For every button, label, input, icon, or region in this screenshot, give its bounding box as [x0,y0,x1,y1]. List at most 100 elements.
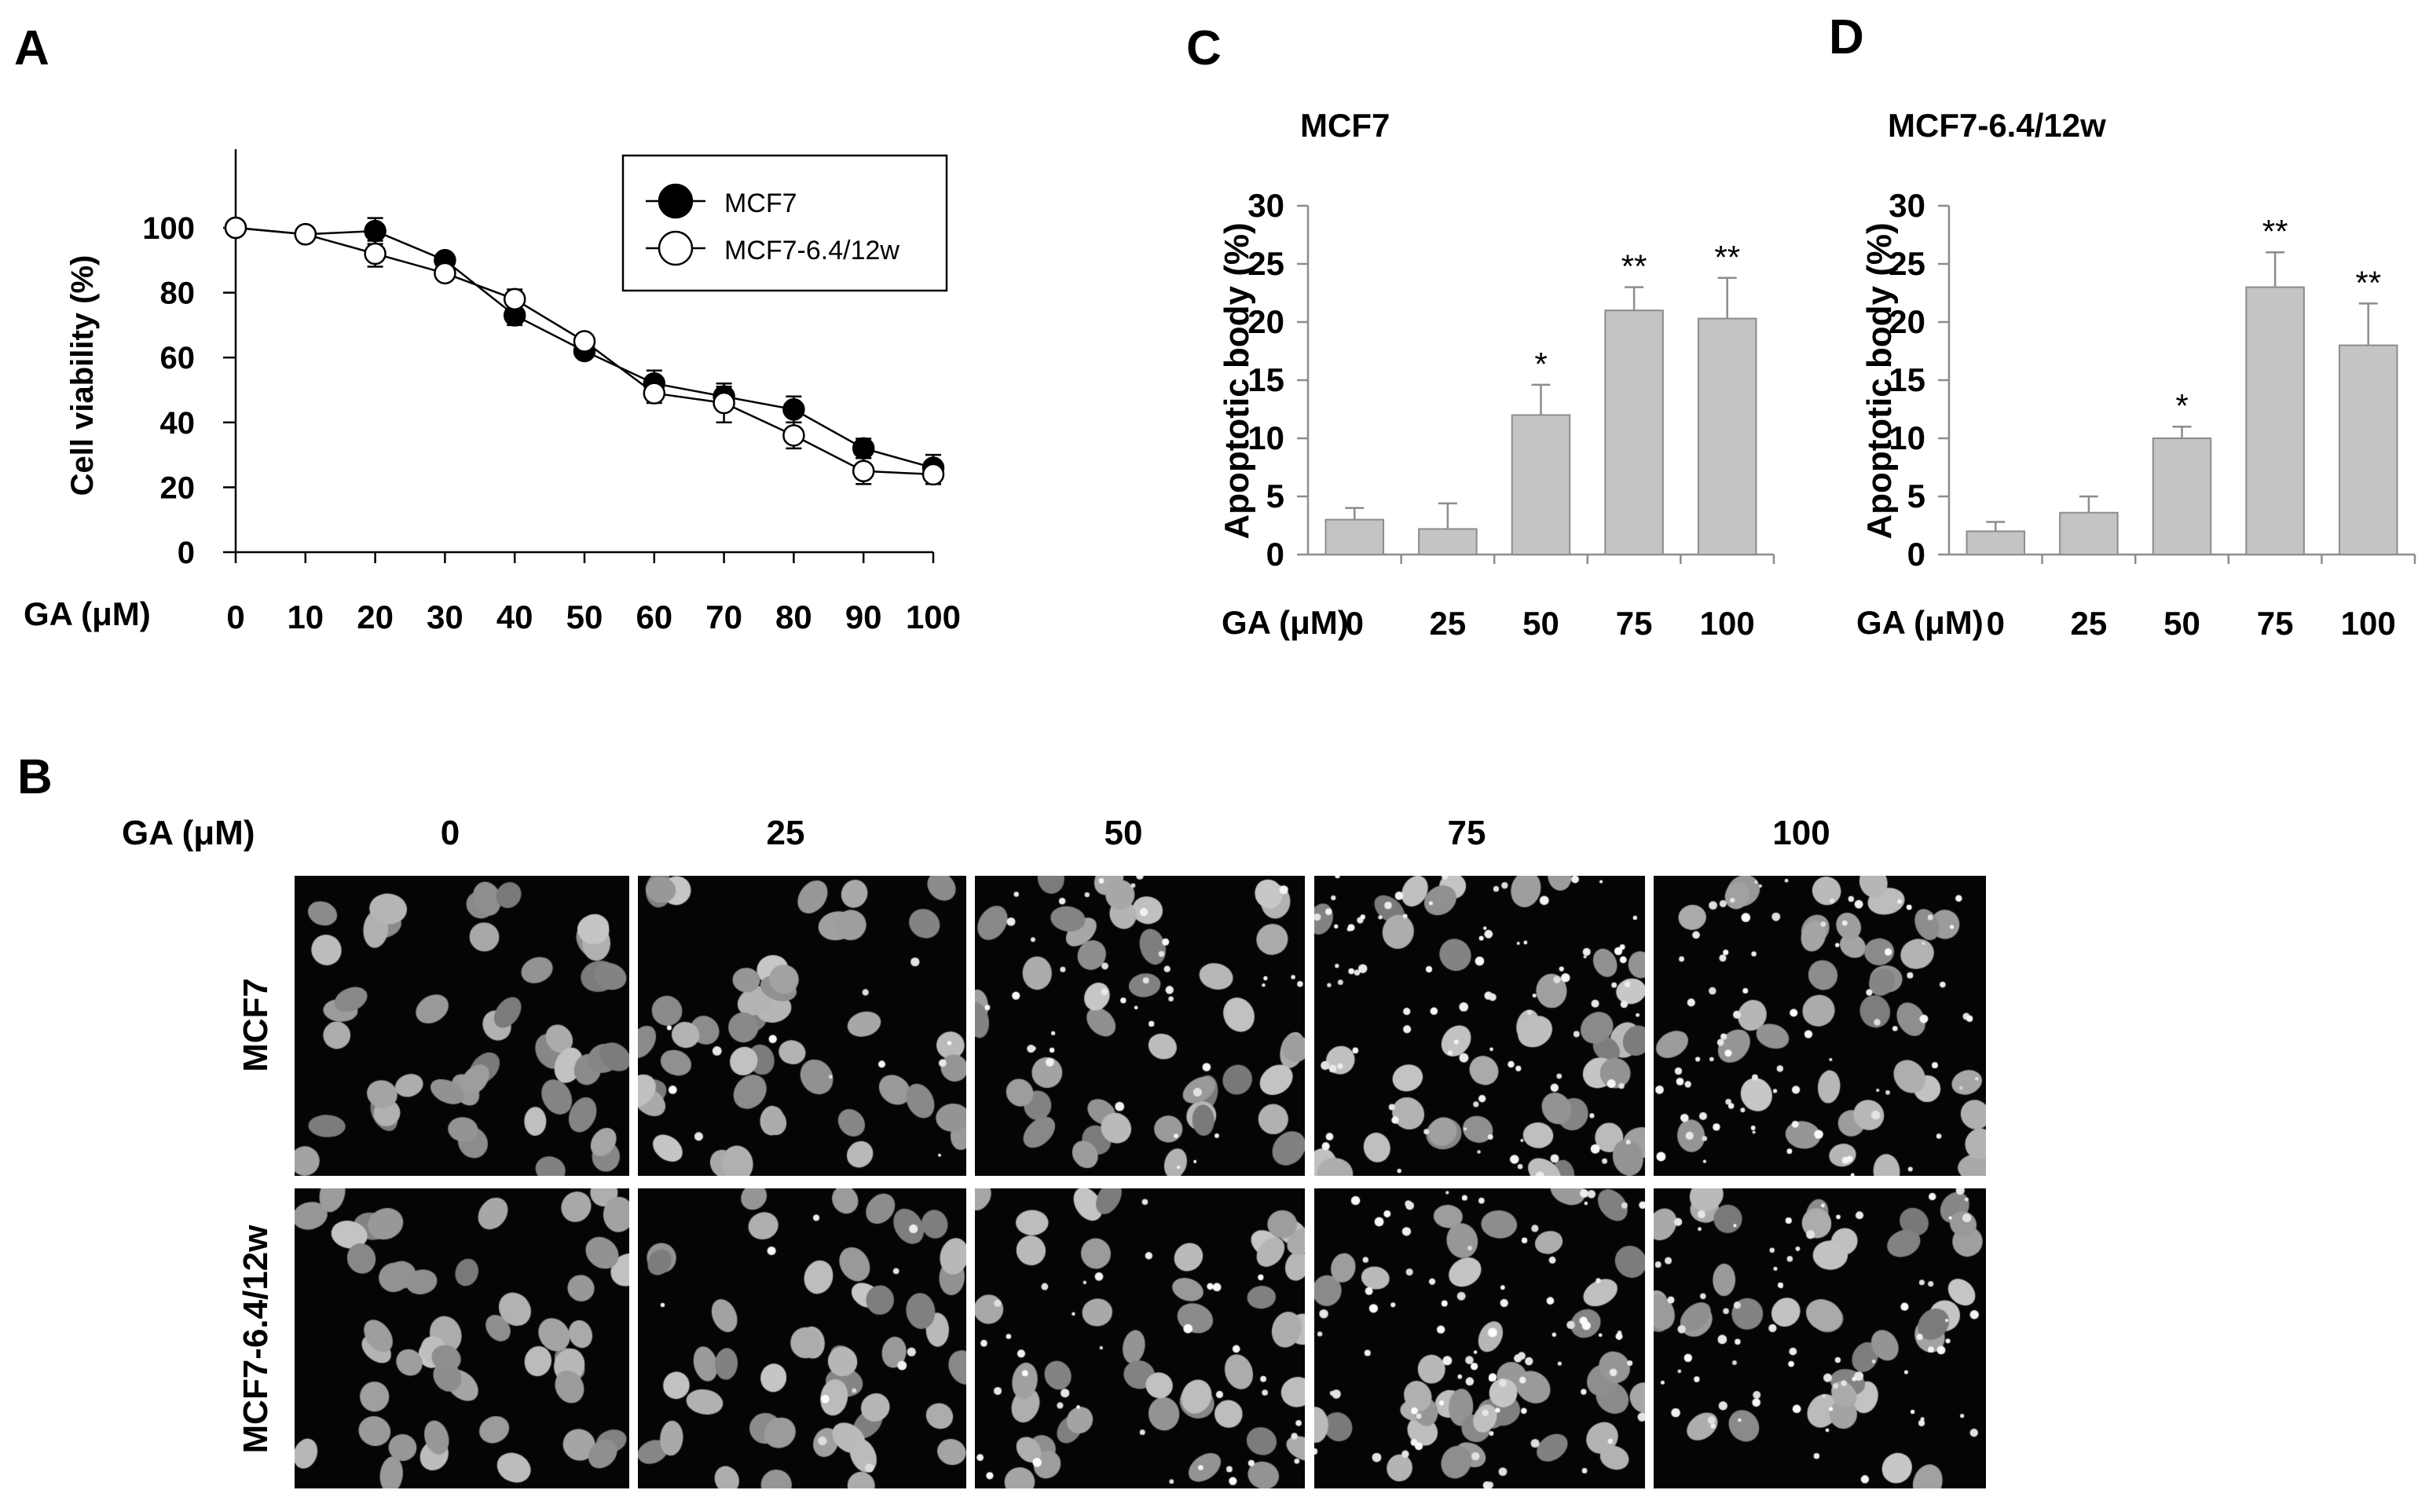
chart-a-x-tick-label: 90 [845,599,882,635]
chart-c-y-tick-label: 30 [1247,187,1284,224]
chart-a-x-ticks: 0 10 20 30 40 50 60 70 80 90 100 [226,552,961,635]
chart-a-point-mcf7-6-4-12w [503,287,526,311]
chart-d-xlabel: GA (μM) [1856,604,1984,641]
micrograph-tile [638,876,966,1176]
chart-a-cell-viability: Cell viability (%) GA (μM) 020406080100 … [24,149,961,635]
chart-d-title: MCF7-6.4/12w [1888,107,2106,144]
chart-a-y-tick-label: 60 [160,341,196,375]
chart-c-apoptotic-body-mcf7: MCF7 Apoptotic body (%) GA (μM) 0 5 10 15 20… [1218,107,1775,642]
micrograph-tile [975,1188,1305,1488]
chart-c-significance-100: ** [1714,239,1740,276]
chart-c-ylabel: Apoptotic body (%) [1218,222,1256,539]
chart-a-series [224,216,945,486]
panel-letter-a: A [14,21,49,75]
micrograph-tile [638,1188,966,1488]
micrograph-col-label-75: 75 [1448,814,1486,852]
chart-c-y-tick-label: 10 [1247,419,1284,456]
chart-d-y-tick-label: 0 [1907,536,1925,573]
chart-d-bar-50 [2152,437,2212,555]
chart-a-y-tick-label: 20 [160,470,196,505]
chart-d-apoptotic-body-mcf7-6-4-12w: MCF7-6.4/12w Apoptotic body (%) GA (μM) … [1856,107,2416,642]
chart-d-x-tick-label: 25 [2071,605,2108,642]
chart-a-y-ticks: 0 20 40 60 80 100 [142,211,236,570]
chart-c-x-tick-label: 0 [1346,605,1364,642]
chart-d-x-tick-label: 50 [2163,605,2200,642]
chart-c-x-tick-label: 25 [1430,605,1467,642]
micrograph-headers: GA (μM) 0 25 50 75 100 MCF7 MCF7-6.4/12w [122,814,1830,1453]
chart-c-y-tick-label: 0 [1266,536,1284,573]
chart-a-x-tick-label: 20 [357,599,394,635]
chart-a-point-mcf7 [782,398,805,421]
chart-c-xlabel: GA (μM) [1222,604,1349,641]
legend-marker-mcf7-6-4-12w [658,230,694,266]
chart-a-x-tick-label: 40 [496,599,533,635]
chart-a-y-tick-label: 100 [142,211,195,246]
chart-c-bar-0 [1324,518,1385,555]
chart-a-point-mcf7-6-4-12w [782,424,805,447]
chart-d-y-tick-label: 5 [1907,478,1925,514]
chart-a-point-mcf7-6-4-12w [294,223,317,246]
chart-a-point-mcf7-6-4-12w [224,216,247,240]
chart-c-y-tick-label: 5 [1266,478,1284,514]
panel-letter-b: B [17,750,53,804]
chart-c-y-ticks: 0 5 10 15 20 25 30 [1247,187,1308,573]
micrograph-col-label-25: 25 [767,814,805,852]
micrograph-col-label-0: 0 [441,814,460,852]
chart-a-point-mcf7-6-4-12w [921,463,945,486]
chart-d-y-tick-label: 15 [1889,361,1925,398]
micrograph-tile [1654,1188,1986,1488]
chart-a-x-tick-label: 30 [427,599,463,635]
chart-a-x-tick-label: 80 [775,599,812,635]
legend-marker-mcf7 [658,183,694,219]
chart-a-xlabel: GA (μM) [24,595,151,632]
chart-a-x-tick-label: 60 [636,599,672,635]
chart-c-bar-50 [1511,414,1571,556]
chart-c-bar-75 [1604,309,1664,555]
micrograph-col-label-50: 50 [1105,814,1143,852]
chart-c-significance-50: * [1534,346,1547,383]
legend-box [621,154,948,292]
chart-a-y-tick-label: 80 [160,276,196,311]
micrograph-row-label-mcf7-6-4-12w: MCF7-6.4/12w [236,1225,275,1454]
chart-c-x-tick-label: 75 [1616,605,1653,642]
panel-letter-d: D [1829,10,1864,64]
chart-a-point-mcf7-6-4-12w [643,382,666,405]
micrograph-tile [295,1188,629,1488]
chart-d-y-ticks: 0 5 10 15 20 25 30 [1889,187,1949,573]
chart-c-y-tick-label: 20 [1247,303,1284,340]
micrograph-tile [295,876,629,1176]
chart-d-y-tick-label: 10 [1889,419,1925,456]
chart-a-point-mcf7-6-4-12w [573,330,596,353]
chart-d-significance-50: * [2175,387,2188,424]
chart-a-point-mcf7 [364,219,387,243]
legend-label-mcf7-6-4-12w: MCF7-6.4/12w [724,236,899,265]
chart-a-y-tick-label: 40 [160,406,196,441]
chart-a-point-mcf7 [852,437,875,460]
chart-a-x-tick-label: 10 [287,599,324,635]
micrograph-concentration-label: GA (μM) [122,814,255,852]
chart-a-y-tick-label: 0 [178,536,195,570]
micrograph-tile [975,876,1305,1176]
chart-d-x-tick-label: 100 [2341,605,2396,642]
chart-d-bar-100 [2338,344,2398,555]
chart-c-bar-100 [1697,317,1757,555]
legend-label-mcf7: MCF7 [724,189,797,218]
chart-a-point-mcf7-6-4-12w [713,391,735,415]
chart-d-y-tick-label: 25 [1889,245,1925,282]
chart-a-x-tick-label: 50 [566,599,603,635]
chart-c-y-tick-label: 25 [1247,245,1284,282]
chart-d-x-tick-label: 0 [1987,605,2005,642]
chart-a-x-tick-label: 0 [226,599,244,635]
chart-c-y-tick-label: 15 [1247,361,1284,398]
chart-d-x-tick-label: 75 [2257,605,2294,642]
chart-d-significance-100: ** [2355,264,2381,301]
chart-a-legend: MCF7 MCF7-6.4/12w [621,154,948,292]
micrograph-tile [1314,1188,1645,1488]
chart-c-bars: *** ** [1324,239,1757,556]
chart-a-series-mcf7-6-4-12w [224,216,945,486]
chart-a-ylabel: Cell viability (%) [65,255,100,496]
chart-a-point-mcf7-6-4-12w [852,459,875,482]
chart-d-bar-0 [1966,530,2026,556]
chart-c-x-tick-label: 100 [1700,605,1755,642]
chart-c-title: MCF7 [1300,107,1390,144]
